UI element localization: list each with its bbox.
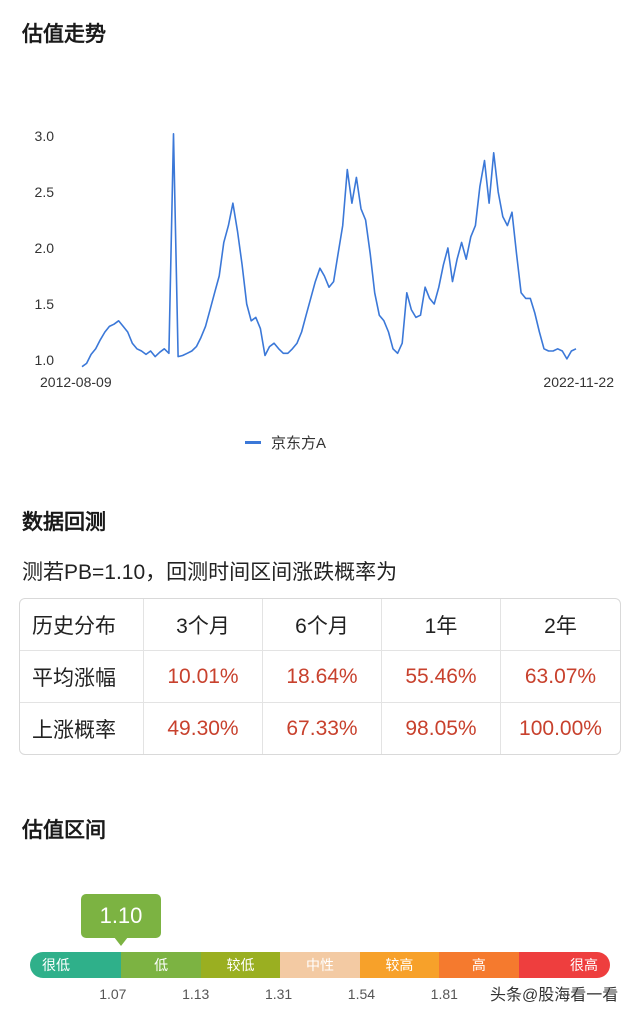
y-tick-label: 2.0 [35, 240, 55, 256]
table-row: 上涨概率 49.30% 67.33% 98.05% 100.00% [20, 703, 620, 754]
threshold-label: 1.31 [264, 986, 293, 1002]
range-segment: 中性 [280, 952, 360, 978]
table-header-cell: 6个月 [263, 599, 382, 651]
range-segment-label: 高 [471, 957, 486, 973]
backtest-title: 数据回测 [22, 511, 106, 534]
row-label: 平均涨幅 [20, 651, 144, 703]
y-tick-label: 1.5 [35, 296, 55, 312]
range-segment-label: 很高 [569, 957, 598, 973]
watermark: 头条@股海看一看 [490, 987, 619, 1004]
series-line [81, 132, 577, 368]
range-segment: 较高 [359, 952, 440, 978]
table-header-cell: 历史分布 [20, 599, 144, 651]
table-cell: 100.00% [519, 716, 602, 740]
y-tick-label: 3.0 [35, 128, 55, 144]
threshold-label: 1.13 [182, 986, 210, 1002]
y-tick-label: 2.5 [35, 184, 55, 200]
threshold-label: 1.81 [430, 986, 458, 1002]
valuation-range-bar: 很低 低 较低 中性 较高 高 很高 [30, 952, 610, 978]
table-header-cell: 3个月 [144, 599, 263, 651]
table-cell: 63.07% [501, 651, 620, 703]
table-header-cell: 1年 [382, 599, 501, 651]
backtest-table: 历史分布 3个月 6个月 1年 2年 平均涨幅 10.01% 18.64% 55… [19, 598, 621, 755]
x-start-label: 2012-08-09 [40, 374, 112, 390]
range-segment-label: 很低 [42, 957, 70, 973]
range-segment: 很低 [30, 952, 122, 978]
range-segment-label: 低 [154, 957, 169, 973]
bubble-pointer [114, 937, 128, 946]
table-cell: 67.33% [263, 703, 382, 754]
threshold-label: 1.07 [99, 986, 127, 1002]
trend-title: 估值走势 [22, 23, 106, 46]
table-cell: 49.30% [144, 703, 263, 754]
x-end-label: 2022-11-22 [543, 374, 614, 390]
legend-label: 京东方A [271, 435, 327, 452]
range-title: 估值区间 [22, 819, 106, 842]
table-cell: 55.46% [382, 651, 501, 703]
range-segment: 高 [439, 952, 519, 978]
range-segment-label: 较高 [385, 957, 414, 973]
table-cell: 98.05% [382, 703, 501, 754]
table-header-cell: 2年 [501, 599, 620, 651]
chart-legend[interactable]: 京东方A [245, 432, 326, 453]
range-segment: 低 [121, 952, 201, 978]
range-segment-label: 较低 [226, 957, 255, 973]
row-label: 上涨概率 [20, 703, 144, 754]
legend-swatch [245, 441, 261, 444]
range-segment: 较低 [200, 952, 281, 978]
range-segment-label: 中性 [305, 957, 334, 973]
backtest-headline: 测若PB=1.10，回测时间区间涨跌概率为 [22, 561, 398, 584]
table-row: 平均涨幅 10.01% 18.64% 55.46% 63.07% [20, 651, 620, 703]
table-cell: 10.01% [144, 651, 263, 703]
table-header-row: 历史分布 3个月 6个月 1年 2年 [20, 599, 620, 651]
range-segment: 很高 [518, 952, 610, 978]
current-value-bubble: 1.10 [81, 894, 161, 938]
table-cell: 18.64% [263, 651, 382, 703]
threshold-label: 1.54 [347, 986, 376, 1002]
y-tick-label: 1.0 [35, 352, 55, 368]
pb-trend-chart: 1.0 1.5 2.0 2.5 3.0 2012-08-09 2022-11-22 [35, 128, 615, 390]
